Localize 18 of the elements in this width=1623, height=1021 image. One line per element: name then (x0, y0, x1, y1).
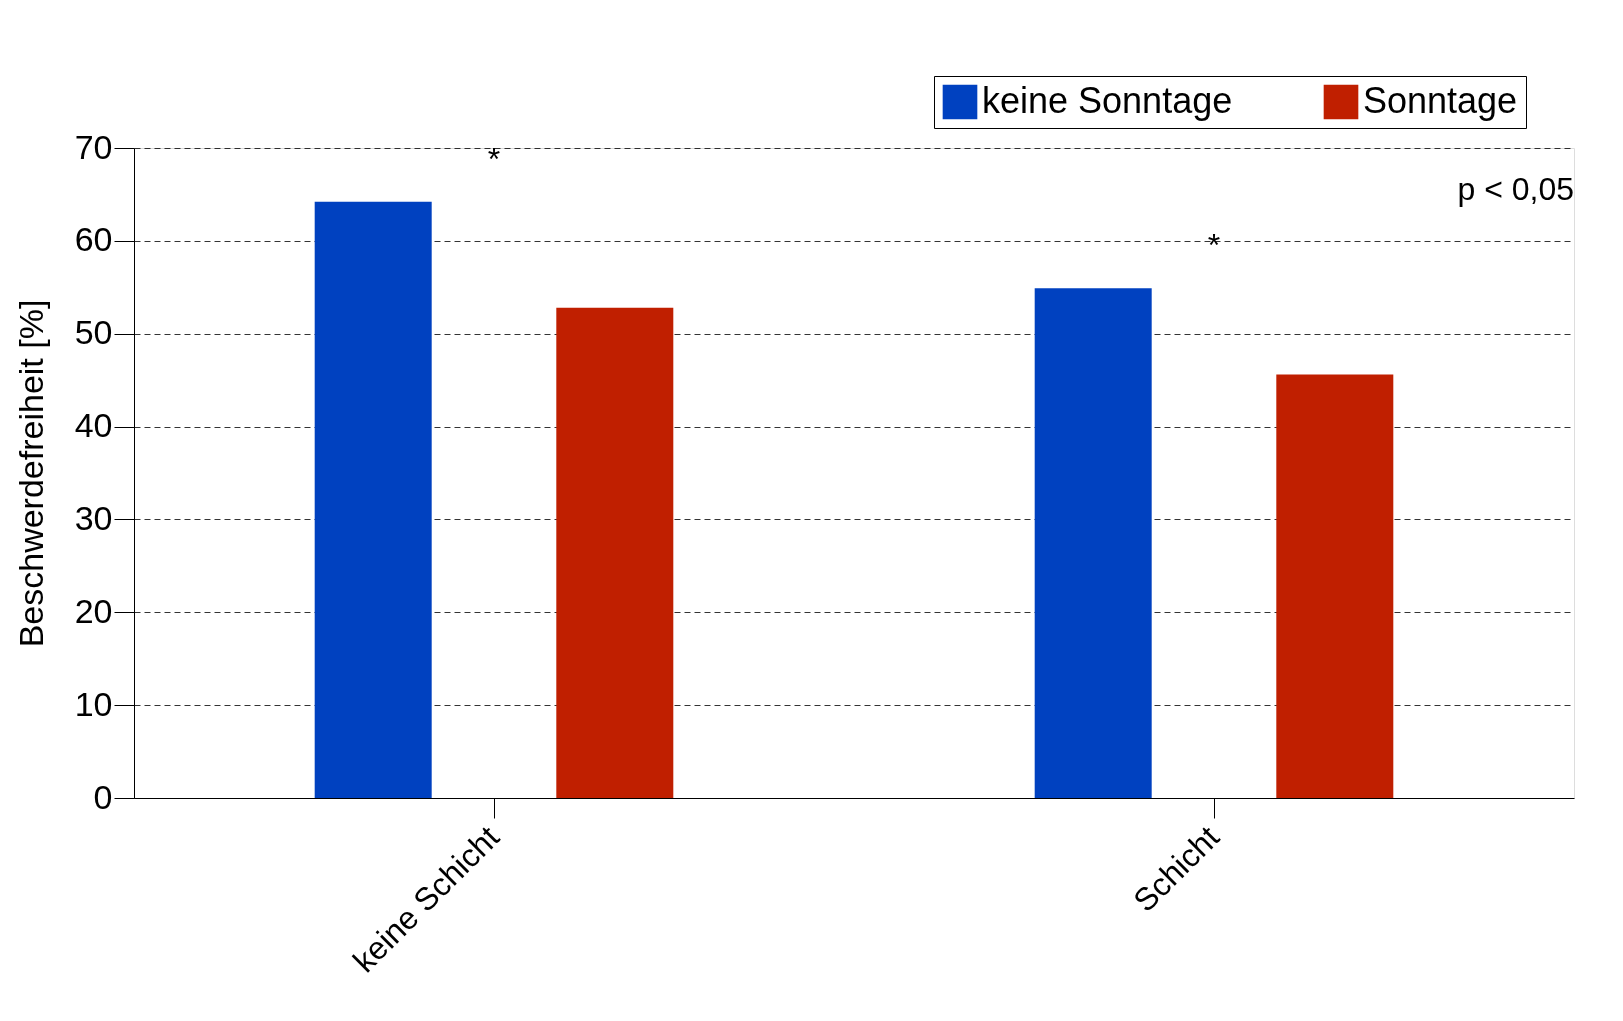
annotation: * (1207, 227, 1221, 264)
y-tick-label: 20 (74, 591, 113, 630)
y-tick-label: 10 (74, 684, 113, 723)
bar (1276, 374, 1394, 798)
bar (556, 307, 674, 798)
y-tick-label: 60 (74, 220, 113, 259)
legend-label: Sonntage (1363, 80, 1518, 121)
y-tick-label: 50 (74, 313, 113, 352)
bar (1034, 288, 1152, 798)
y-tick-label: 40 (74, 406, 113, 445)
annotation: * (487, 141, 501, 178)
annotation: p < 0,05 (1457, 171, 1574, 207)
y-axis-title: Beschwerdefreiheit [%] (11, 299, 50, 648)
y-tick-label: 30 (74, 498, 113, 537)
legend-label: keine Sonntage (982, 80, 1233, 121)
bar (314, 201, 432, 798)
y-tick-label: 0 (93, 777, 113, 816)
y-tick-label: 70 (74, 127, 113, 166)
